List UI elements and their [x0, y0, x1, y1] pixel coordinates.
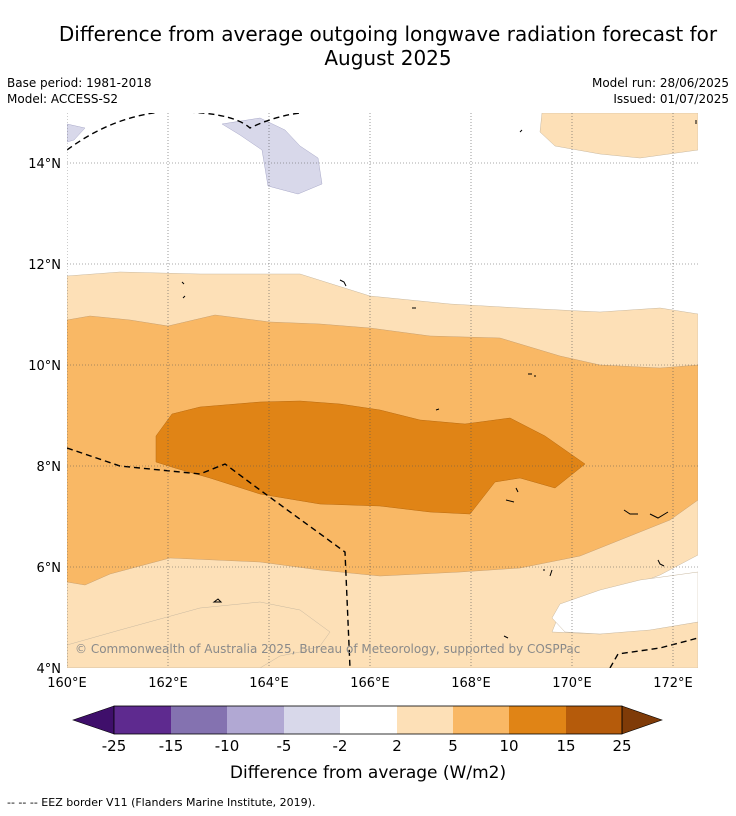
eez-legend-note: -- -- -- EEZ border V11 (Flanders Marine…	[7, 796, 316, 809]
gridlines	[67, 113, 698, 668]
contour-10-15	[155, 400, 586, 515]
lon-label: 172°E	[653, 676, 693, 691]
colorbar-tick: -10	[215, 737, 240, 755]
lon-label: 170°E	[552, 676, 592, 691]
lon-label: 162°E	[148, 676, 188, 691]
model-run: Model run: 28/06/2025	[591, 76, 729, 90]
lat-label: 14°N	[28, 157, 61, 172]
metadata-left: Base period: 1981-2018 Model: ACCESS-S2	[7, 75, 152, 107]
colorbar-swatch	[566, 706, 622, 734]
colorbar-tick: 2	[392, 737, 402, 755]
issue-date: Issued: 01/07/2025	[613, 92, 729, 106]
contour-neg-patch-small	[67, 123, 86, 143]
lon-label: 164°E	[249, 676, 289, 691]
latitude-labels: 14°N 12°N 10°N 8°N 6°N 4°N	[28, 157, 61, 677]
colorbar-tick: -25	[102, 737, 127, 755]
map-plot-area: © Commonwealth of Australia 2025, Bureau…	[67, 113, 698, 668]
colorbar-tick: -2	[333, 737, 348, 755]
lat-label: 12°N	[28, 258, 61, 273]
contour-neg-patch	[221, 117, 323, 195]
metadata-right: Model run: 28/06/2025 Issued: 01/07/2025	[592, 75, 729, 107]
longitude-labels: 160°E 162°E 164°E 166°E 168°E 170°E 172°…	[47, 676, 693, 691]
colorbar-min-arrow	[72, 705, 115, 735]
colorbar-label: Difference from average (W/m2)	[230, 763, 506, 783]
map-title: Difference from average outgoing longwav…	[20, 22, 736, 70]
colorbar-swatch	[509, 706, 566, 734]
base-period: Base period: 1981-2018	[7, 76, 152, 90]
lat-label: 4°N	[37, 662, 62, 677]
colorbar-ticks: -25 -15 -10 -5 -2 2 5 10 15 25	[102, 737, 632, 755]
colorbar-tick: 5	[448, 737, 458, 755]
eez-borders	[67, 113, 698, 668]
colorbar-swatch	[114, 706, 171, 734]
colorbar-tick: 10	[499, 737, 518, 755]
colorbar-swatch	[340, 706, 397, 734]
colorbar-tick: 25	[612, 737, 631, 755]
colorbar-swatch	[227, 706, 284, 734]
model-name: Model: ACCESS-S2	[7, 92, 119, 106]
lon-label: 166°E	[350, 676, 390, 691]
contour-top-right	[539, 113, 698, 159]
lon-label: 168°E	[451, 676, 491, 691]
copyright-notice: © Commonwealth of Australia 2025, Bureau…	[75, 642, 580, 656]
islands	[181, 120, 697, 639]
colorbar-tick: 15	[556, 737, 575, 755]
colorbar-swatch	[171, 706, 227, 734]
colorbar-tick: -5	[277, 737, 292, 755]
colorbar-swatch	[397, 706, 453, 734]
lon-label: 160°E	[47, 676, 87, 691]
colorbar-outline	[113, 705, 623, 735]
contour-white-pocket	[551, 571, 698, 635]
colorbar-swatch	[453, 706, 509, 734]
colorbar-swatch	[284, 706, 340, 734]
colorbar-max-arrow	[621, 705, 663, 735]
lat-label: 8°N	[37, 460, 62, 475]
title-line-1: Difference from average outgoing longwav…	[58, 22, 718, 46]
colorbar-tick: -15	[159, 737, 184, 755]
lat-label: 6°N	[37, 561, 62, 576]
colorbar: -25 -15 -10 -5 -2 2 5 10 15 25 Differenc…	[72, 705, 663, 783]
lat-label: 10°N	[28, 359, 61, 374]
title-line-2: August 2025	[324, 46, 452, 70]
